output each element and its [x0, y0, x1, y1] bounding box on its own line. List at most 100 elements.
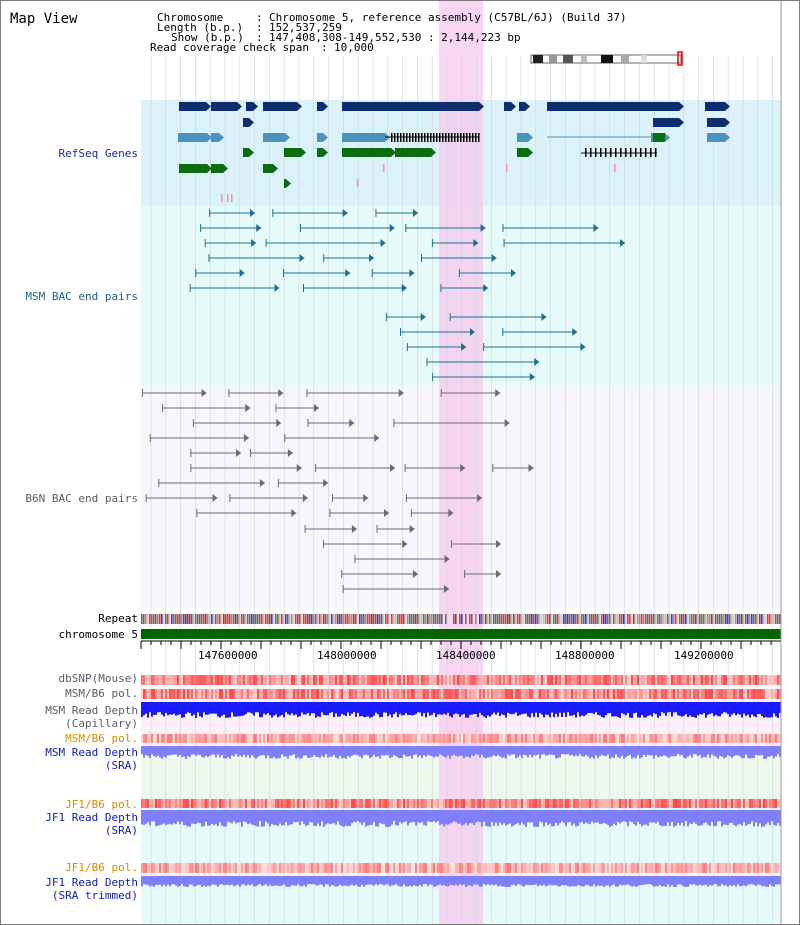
- read-depth-bar: [643, 702, 645, 718]
- read-depth-bar: [251, 876, 253, 885]
- snp-density-cell: [463, 863, 465, 873]
- snp-density-cell: [245, 863, 247, 873]
- track-label-chromosome[interactable]: chromosome 5: [58, 628, 138, 641]
- track-label-b6n-bac[interactable]: B6N BAC end pairs: [25, 492, 138, 505]
- track-label-msm-bac[interactable]: MSM BAC end pairs: [25, 290, 138, 303]
- snp-density-cell: [265, 734, 267, 743]
- snp-density-cell: [257, 734, 259, 743]
- track-label-jf1-b6-pol[interactable]: JF1/B6 pol.: [65, 798, 138, 811]
- read-depth-bar: [157, 746, 159, 756]
- read-depth-bar: [311, 746, 313, 758]
- snp-density-cell: [661, 675, 663, 685]
- read-depth-bar: [499, 702, 501, 717]
- read-depth-bar: [571, 876, 573, 887]
- read-depth-bar: [737, 810, 739, 825]
- read-depth-bar: [383, 876, 385, 886]
- snp-density-cell: [629, 863, 631, 873]
- repeat-element: [545, 614, 547, 624]
- read-depth-bar: [481, 702, 483, 716]
- read-depth-bar: [451, 702, 453, 718]
- read-depth-bar: [513, 876, 515, 885]
- snp-density-cell: [171, 799, 173, 808]
- snp-density-cell: [313, 675, 315, 685]
- read-depth-bar: [433, 702, 435, 713]
- repeat-element: [231, 614, 233, 624]
- read-depth-bar: [757, 746, 759, 756]
- snp-density-cell: [497, 734, 499, 743]
- snp-density-cell: [589, 675, 591, 685]
- read-depth-bar: [309, 746, 311, 758]
- gene-arrow: [237, 102, 242, 111]
- snp-density-cell: [329, 734, 331, 743]
- read-depth-bar: [765, 746, 767, 759]
- read-depth-bar: [635, 876, 637, 887]
- snp-density-cell: [761, 689, 763, 699]
- read-depth-bar: [719, 746, 721, 757]
- track-label-jf1-b6-pol-2[interactable]: JF1/B6 pol.: [65, 861, 138, 874]
- snp-density-cell: [697, 734, 699, 743]
- track-label-msm-b6-pol-2[interactable]: MSM/B6 pol.: [65, 732, 138, 745]
- snp-density-cell: [677, 863, 679, 873]
- snp-density-cell: [225, 689, 227, 699]
- track-label-jf1-depth-sra[interactable]: JF1 Read Depth: [45, 811, 138, 824]
- selected-region-highlight: [439, 1, 483, 924]
- snp-density-cell: [219, 863, 221, 873]
- read-depth-bar: [485, 702, 487, 718]
- snp-density-cell: [277, 734, 279, 743]
- snp-density-cell: [159, 734, 161, 743]
- snp-density-cell: [333, 734, 335, 743]
- snp-density-cell: [329, 689, 331, 699]
- repeat-element: [221, 614, 223, 624]
- snp-density-cell: [421, 799, 423, 808]
- read-depth-bar: [413, 876, 415, 886]
- gene-feature: [547, 102, 679, 111]
- snp-density-cell: [455, 799, 457, 808]
- track-label-msm-b6-pol[interactable]: MSM/B6 pol.: [65, 687, 138, 700]
- track-label-dbsnp[interactable]: dbSNP(Mouse): [58, 672, 138, 685]
- read-depth-bar: [613, 810, 615, 824]
- read-depth-bar: [363, 702, 365, 718]
- read-depth-bar: [699, 702, 701, 715]
- read-depth-bar: [255, 810, 257, 827]
- b6n-bac-arrow: [349, 419, 355, 427]
- track-label-msm-depth-capillary[interactable]: MSM Read Depth: [45, 704, 138, 717]
- read-depth-bar: [597, 810, 599, 823]
- track-label-repeat[interactable]: Repeat: [98, 612, 138, 625]
- read-depth-bar: [389, 876, 391, 887]
- read-depth-bar: [763, 810, 765, 827]
- snp-density-cell: [233, 689, 235, 699]
- read-depth-bar: [465, 702, 467, 718]
- snp-density-cell: [775, 675, 777, 685]
- snp-density-cell: [765, 689, 767, 699]
- read-depth-bar: [307, 876, 309, 885]
- snp-density-cell: [331, 675, 333, 685]
- snp-density-cell: [279, 863, 281, 873]
- snp-density-cell: [733, 863, 735, 873]
- snp-density-cell: [345, 799, 347, 808]
- repeat-element: [203, 614, 205, 624]
- snp-density-cell: [279, 689, 281, 699]
- read-depth-bar: [671, 746, 673, 757]
- read-depth-bar: [353, 810, 355, 822]
- read-depth-bar: [779, 746, 781, 758]
- snp-density-cell: [179, 689, 181, 699]
- snp-density-cell: [431, 675, 433, 685]
- snp-density-cell: [365, 799, 367, 808]
- snp-density-cell: [165, 799, 167, 808]
- track-label-refseq[interactable]: RefSeq Genes: [58, 147, 138, 160]
- snp-density-cell: [293, 675, 295, 685]
- read-depth-bar: [755, 876, 757, 886]
- snp-density-cell: [375, 675, 377, 685]
- read-depth-bar: [215, 876, 217, 886]
- track-label-jf1-depth-trimmed[interactable]: JF1 Read Depth: [45, 876, 138, 889]
- snp-density-cell: [427, 675, 429, 685]
- repeat-element: [717, 614, 719, 624]
- read-depth-bar: [345, 746, 347, 759]
- read-depth-bar: [223, 810, 225, 827]
- read-depth-bar: [537, 876, 539, 887]
- snp-density-cell: [563, 689, 565, 699]
- read-depth-bar: [715, 876, 717, 885]
- read-depth-bar: [459, 702, 461, 717]
- track-label-msm-depth-sra[interactable]: MSM Read Depth: [45, 746, 138, 759]
